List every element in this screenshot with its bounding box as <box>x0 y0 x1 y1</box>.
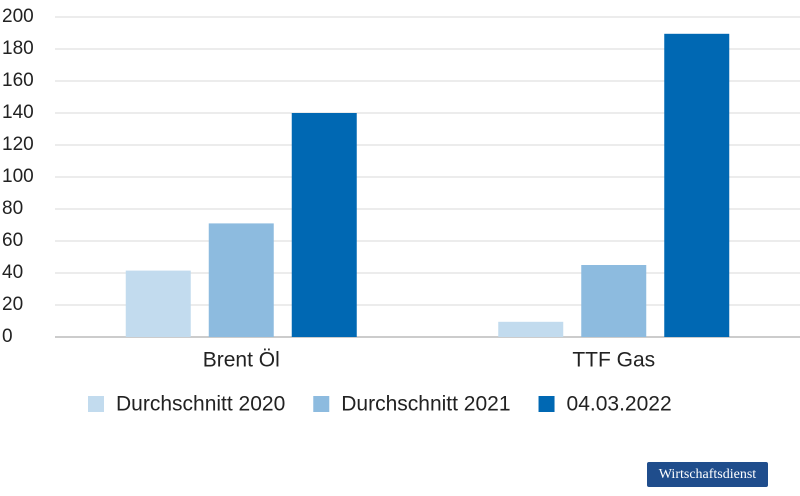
credit-badge <box>647 462 768 487</box>
legend-swatch <box>88 396 104 412</box>
y-tick-label: 80 <box>2 198 23 219</box>
legend-swatch <box>313 396 330 412</box>
bar <box>125 270 191 337</box>
y-tick-label: 100 <box>2 166 34 187</box>
y-tick-label: 200 <box>2 6 34 27</box>
bar <box>498 321 564 337</box>
legend-label: 04.03.2022 <box>567 393 672 416</box>
bar <box>208 223 274 337</box>
y-tick-label: 180 <box>2 38 34 59</box>
y-tick-label: 60 <box>2 230 23 251</box>
bar <box>581 265 647 337</box>
credit-text: Wirtschaftsdienst <box>659 467 757 482</box>
x-tick-label: Brent Öl <box>203 349 280 372</box>
y-tick-label: 20 <box>2 294 23 315</box>
legend-label: Durchschnitt 2021 <box>341 393 510 416</box>
legend-label: Durchschnitt 2020 <box>116 393 285 416</box>
bar <box>664 33 730 338</box>
y-tick-label: 40 <box>2 262 23 283</box>
bar <box>291 113 357 337</box>
y-tick-label: 160 <box>2 70 34 91</box>
y-tick-label: 0 <box>2 326 13 347</box>
y-tick-label: 120 <box>2 134 34 155</box>
x-tick-label: TTF Gas <box>572 349 655 372</box>
y-tick-label: 140 <box>2 102 34 123</box>
legend-swatch <box>538 396 555 412</box>
